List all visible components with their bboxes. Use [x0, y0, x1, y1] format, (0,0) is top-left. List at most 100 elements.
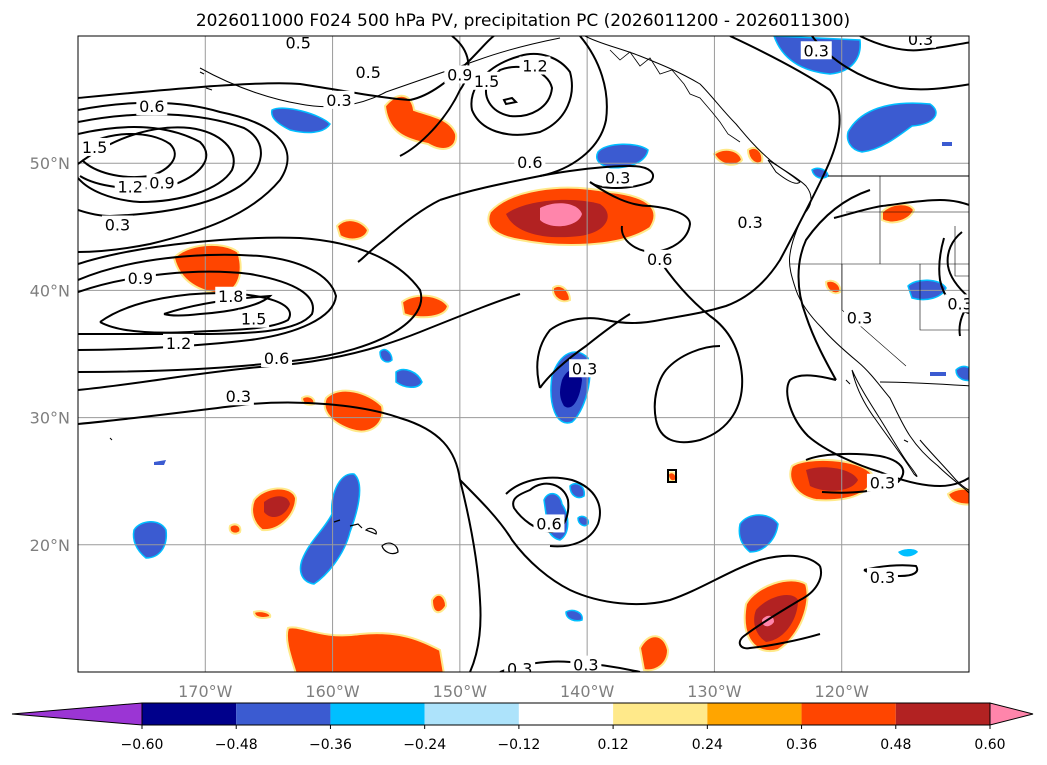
colorbar-extend-low — [11, 702, 143, 726]
pv-contour-label: 0.3 — [908, 30, 933, 49]
positive-anomaly-area — [228, 523, 242, 535]
pv-contour-line — [539, 313, 631, 389]
pv-contour-line — [797, 189, 871, 381]
contour-label-background — [79, 137, 111, 156]
contour-label-background — [323, 90, 355, 109]
pv-contour-line — [653, 251, 744, 444]
negative-anomaly-area — [270, 107, 331, 134]
contour-label-background — [514, 153, 546, 172]
longitude-tick-label: 140°W — [560, 682, 615, 701]
positive-anomaly-area — [540, 203, 582, 227]
colorbar-tick-label: −0.48 — [215, 737, 258, 753]
colorbar-tick-label: −0.36 — [309, 737, 352, 753]
colorbar-tick-label: 0.24 — [692, 737, 723, 753]
pv-contour-label: 1.5 — [474, 72, 499, 91]
colorbar-tick-label: 0.48 — [880, 737, 911, 753]
pv-contour-label: 0.6 — [264, 349, 289, 368]
precip-shading — [132, 36, 969, 672]
pv-contour-label: 0.9 — [447, 65, 472, 84]
contour-label-background — [101, 215, 133, 234]
negative-anomaly-area — [846, 102, 937, 153]
pv-contour-label: 0.3 — [847, 308, 872, 327]
colorbar-segment — [613, 703, 708, 725]
colorbar-tick-label: −0.12 — [497, 737, 540, 753]
colorbar-segment — [330, 703, 425, 725]
latitude-tick-label: 40°N — [30, 281, 70, 300]
pv-contour-line — [79, 133, 176, 178]
pv-contour-line — [667, 469, 677, 483]
positive-anomaly-area — [335, 219, 370, 241]
negative-anomaly-area — [569, 482, 585, 499]
pv-contour-label: 0.6 — [536, 514, 561, 533]
pv-contour-label: 0.6 — [647, 250, 672, 269]
contour-label-background — [222, 387, 254, 406]
contour-label-background — [569, 359, 601, 378]
colorbar-tick-label: 0.36 — [786, 737, 817, 753]
pv-contour-line — [958, 302, 969, 337]
pv-contour-line — [78, 236, 423, 373]
contour-label-background — [261, 349, 293, 368]
pv-contour-line — [78, 270, 314, 336]
colorbar-tick-label: −0.60 — [121, 737, 164, 753]
longitude-axis-labels: 170°W 160°W 150°W 140°W 130°W 120°W — [178, 682, 869, 701]
negative-anomaly-area — [299, 473, 361, 585]
pv-contour-label: 0.3 — [605, 168, 630, 187]
pv-contour-label: 1.5 — [241, 310, 266, 329]
pv-contour-line — [78, 401, 461, 481]
map-area: 0.61.51.2 0.90.30.91.81.51.20.60.30.9 1.51… — [78, 30, 969, 678]
contour-label-background — [238, 309, 270, 328]
contour-label-background — [644, 249, 676, 268]
pv-contour-label: 0.5 — [285, 34, 310, 53]
positive-anomaly-area — [746, 146, 764, 165]
pv-contour-line — [833, 198, 969, 219]
contour-label-background — [570, 655, 602, 672]
positive-anomaly-area — [712, 148, 744, 166]
positive-anomaly-area — [551, 284, 572, 303]
colorbar-segment — [518, 703, 614, 725]
pv-contour-line — [439, 36, 608, 201]
pv-contour-line — [78, 126, 235, 204]
alaska-panhandle-coast — [609, 49, 741, 143]
negative-anomaly-area — [942, 142, 952, 146]
contour-label-background — [866, 473, 898, 492]
negative-anomaly-area — [577, 515, 590, 527]
colorbar-extend-high — [989, 702, 1034, 726]
us-mexico-border — [879, 381, 969, 387]
negative-anomaly-area — [395, 368, 423, 388]
contour-label-background — [844, 308, 876, 327]
pv-contour-label: 1.8 — [218, 287, 243, 306]
positive-anomaly-area — [172, 243, 242, 296]
pv-contour-label: 0.3 — [572, 359, 597, 378]
pv-contour-label: 0.3 — [507, 659, 532, 678]
coastlines — [109, 36, 969, 555]
pv-contour-line — [357, 199, 441, 263]
negative-anomaly-area — [379, 348, 393, 363]
negative-anomaly-area — [930, 372, 946, 376]
positive-anomaly-area — [430, 593, 448, 614]
positive-anomaly-area — [252, 610, 272, 619]
colorbar-segment — [895, 703, 990, 725]
colorbar-tick-label: −0.24 — [403, 737, 446, 753]
contour-label-background — [215, 286, 247, 305]
contour-label-background — [944, 294, 969, 313]
negative-anomaly-area — [738, 514, 779, 553]
pv-contour-line — [78, 101, 289, 253]
colorbar: −0.60 −0.48 −0.36 −0.24 −0.12 0.12 0.24 0.36 0.4… — [11, 702, 1034, 753]
contour-label-background — [114, 177, 146, 196]
pv-contour-label: 0.3 — [870, 568, 895, 587]
colorbar-segment — [801, 703, 896, 725]
contour-label-background — [905, 36, 937, 48]
longitude-tick-label: 160°W — [305, 682, 360, 701]
contour-label-background — [800, 41, 832, 60]
pv-contour-line — [786, 374, 881, 473]
contour-label-background — [124, 268, 156, 287]
pv-contour-line — [502, 96, 519, 106]
colorbar-segment — [707, 703, 802, 725]
pv-contour-line — [738, 565, 822, 650]
pv-contour-label: 0.9 — [128, 269, 153, 288]
precip-positive-shading — [172, 95, 969, 672]
colorbar-frame — [141, 702, 991, 726]
pv-contour-label: 1.2 — [522, 57, 547, 76]
pv-contour-label: 0.6 — [517, 153, 542, 172]
